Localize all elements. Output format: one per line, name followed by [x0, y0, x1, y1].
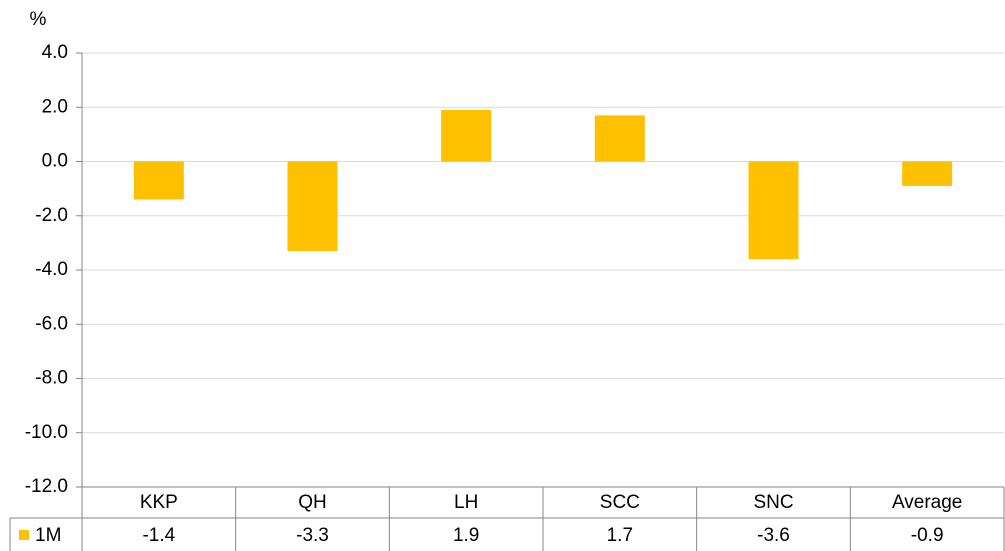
table-value: 1.7: [607, 525, 633, 546]
table-value: -3.6: [757, 525, 790, 546]
x-tick-label: SNC: [753, 492, 793, 513]
table-value: -3.3: [296, 525, 329, 546]
bar: [748, 161, 799, 260]
bar: [441, 109, 492, 162]
table-value: -0.9: [911, 525, 944, 546]
legend-swatch: [19, 530, 29, 540]
y-tick-label: 2.0: [42, 96, 68, 117]
table-value: -1.4: [142, 525, 175, 546]
x-tick-label: KKP: [140, 492, 178, 513]
table-value: 1.9: [453, 525, 479, 546]
x-tick-label: QH: [298, 492, 327, 513]
x-tick-label: SCC: [600, 492, 640, 513]
y-tick-label: -4.0: [35, 259, 68, 280]
y-tick-label: -10.0: [25, 422, 68, 443]
y-tick-label: -6.0: [35, 313, 68, 334]
bar: [902, 161, 953, 186]
y-tick-label: 0.0: [42, 151, 68, 172]
x-tick-label: Average: [892, 492, 962, 513]
y-tick-label: -8.0: [35, 368, 68, 389]
y-tick-label: 4.0: [42, 42, 68, 63]
y-axis-label: %: [30, 9, 47, 30]
bar: [287, 161, 338, 252]
y-tick-label: -12.0: [25, 476, 68, 497]
y-tick-label: -2.0: [35, 205, 68, 226]
bar: [133, 161, 184, 200]
bar: [594, 115, 645, 162]
x-tick-label: LH: [454, 492, 478, 513]
legend-label: 1M: [35, 525, 61, 546]
